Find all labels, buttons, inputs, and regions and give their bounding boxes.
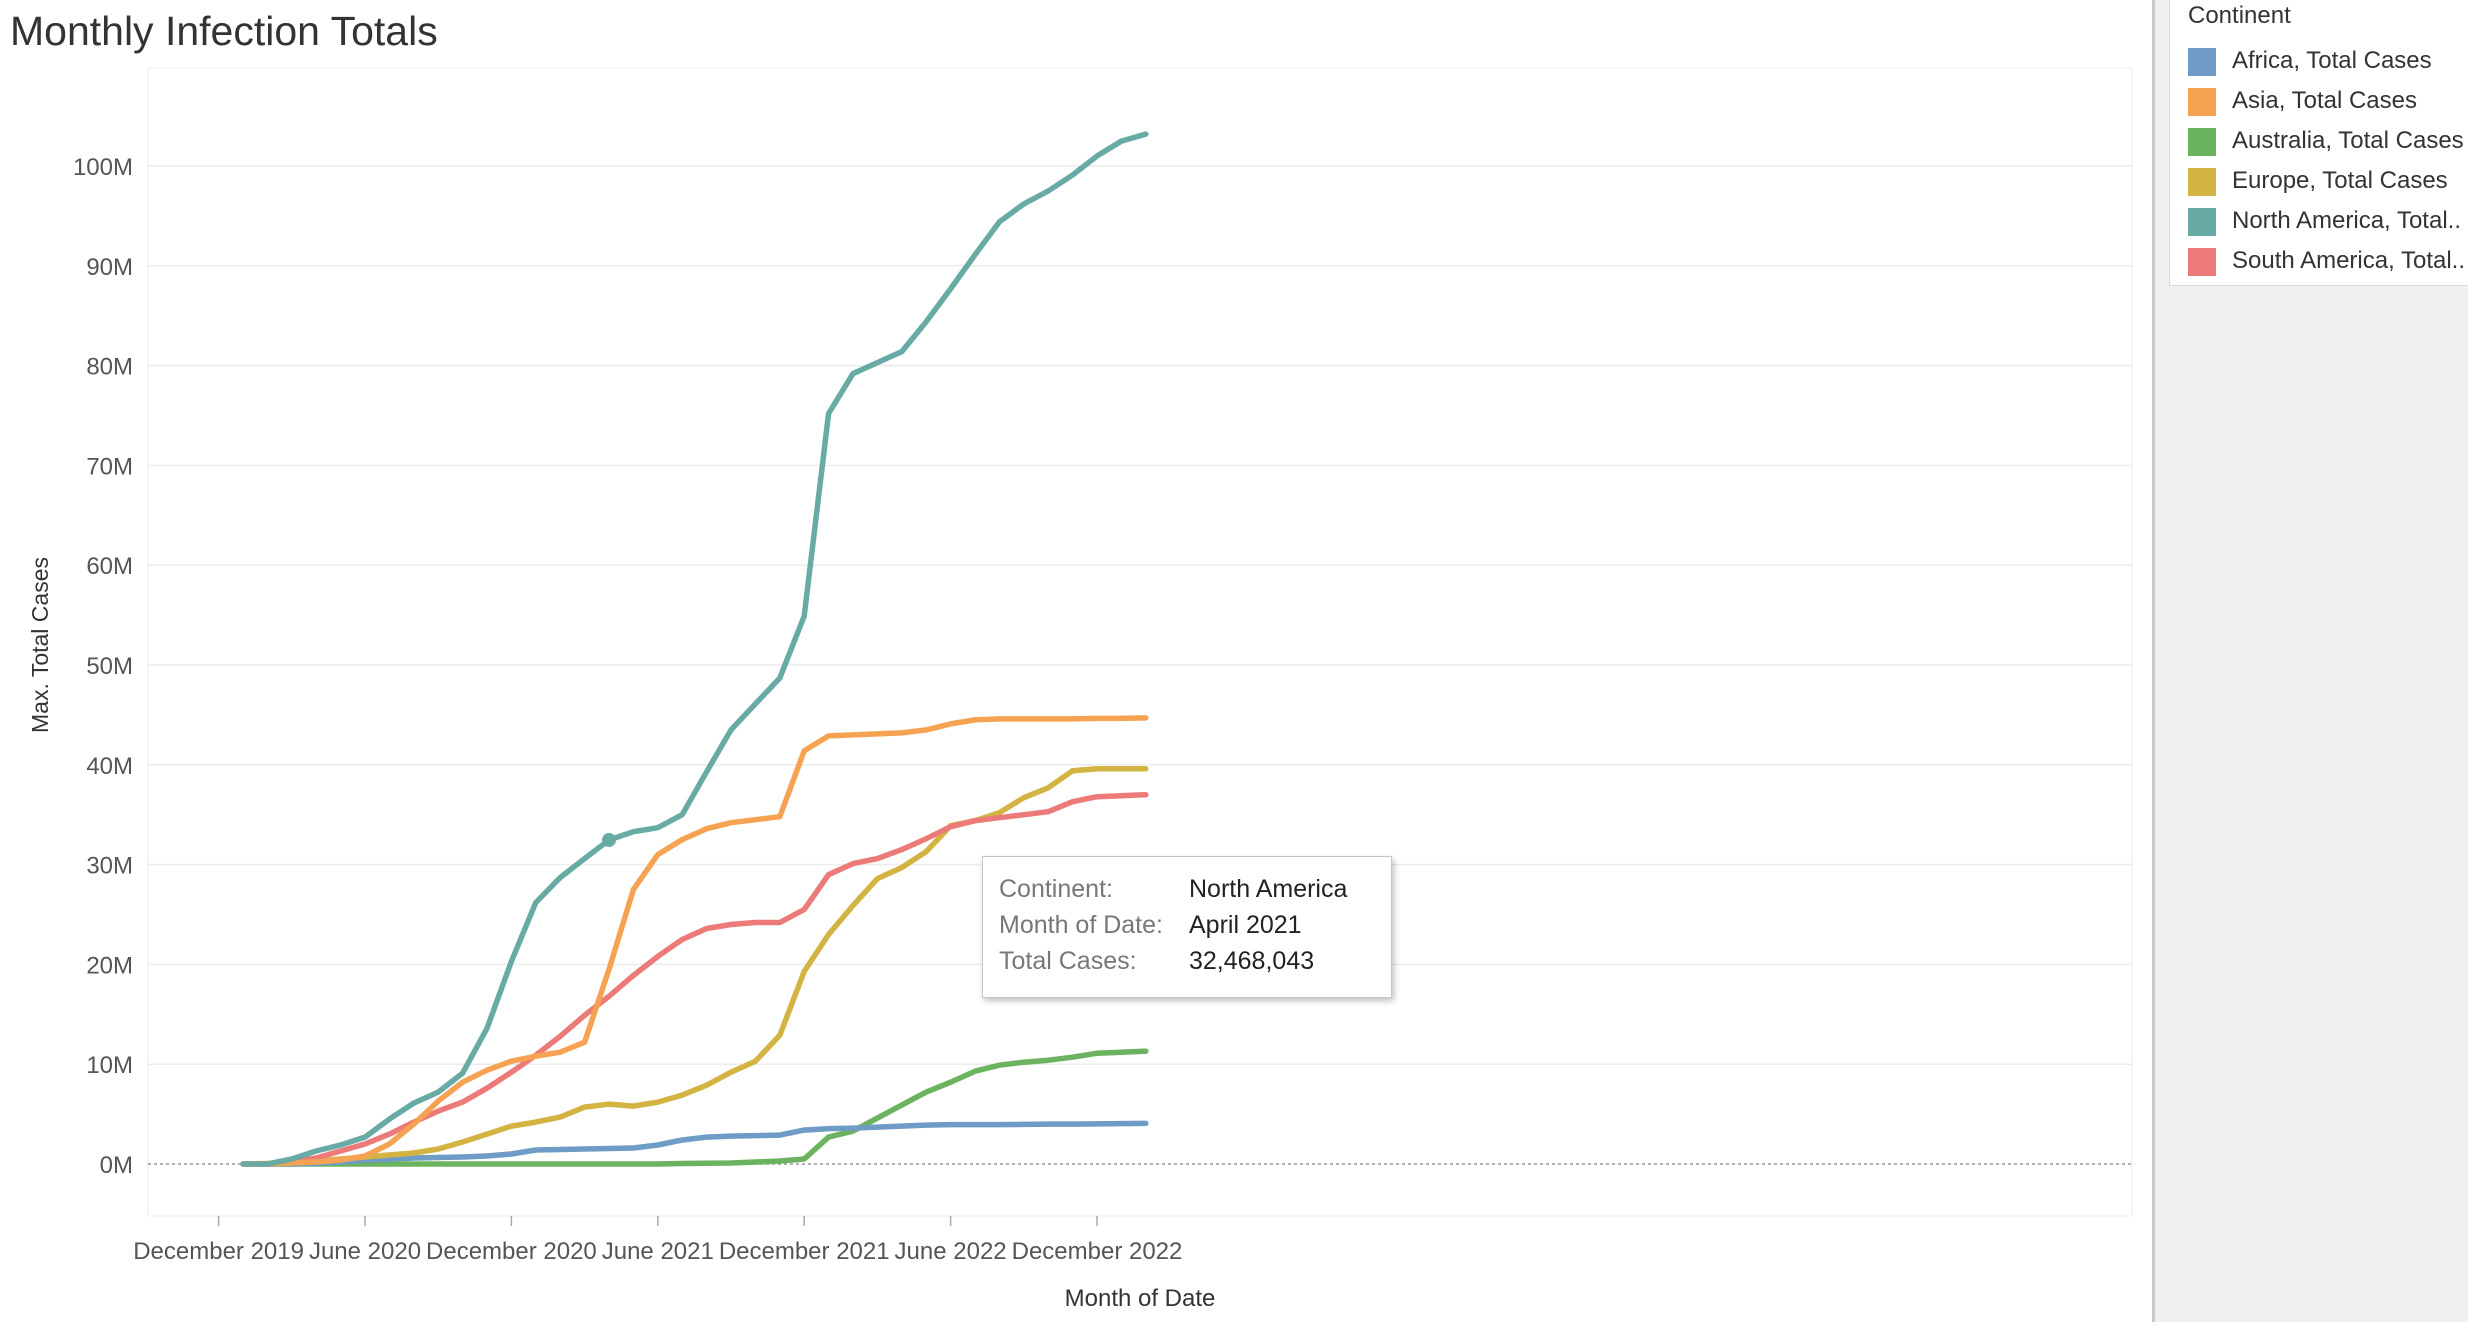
legend-panel: Continent Africa, Total Cases Asia, Tota… — [2152, 0, 2468, 1322]
tooltip-row-continent: Continent: North America — [999, 875, 1347, 904]
legend-label: Europe, Total Cases — [2232, 167, 2448, 194]
legend-label: North America, Total.. — [2232, 207, 2461, 234]
tooltip-key: Continent: — [999, 875, 1113, 903]
x-tick-label: June 2020 — [309, 1238, 421, 1265]
legend-label: Australia, Total Cases — [2232, 127, 2464, 154]
y-tick-label: 60M — [86, 553, 133, 580]
line-chart[interactable]: 0M 10M 20M 30M 40M 50M 60M 70M 80M 90M 100M Decembe… — [0, 0, 2140, 1322]
y-tick-label: 0M — [100, 1152, 133, 1179]
tooltip-key: Month of Date: — [999, 911, 1163, 939]
legend-item-asia[interactable]: Asia, Total Cases — [2188, 84, 2468, 120]
legend-label: Asia, Total Cases — [2232, 87, 2417, 114]
y-tick-label: 20M — [86, 952, 133, 979]
series-line-europe[interactable] — [240, 766, 1149, 1167]
y-tick-label: 100M — [73, 154, 133, 181]
y-tick-label: 80M — [86, 354, 133, 381]
plot-area — [147, 67, 2133, 1217]
legend-item-australia[interactable]: Australia, Total Cases — [2188, 124, 2468, 160]
legend-item-south-america[interactable]: South America, Total.. — [2188, 244, 2468, 280]
series-line-north-america[interactable] — [240, 131, 1149, 1167]
legend-swatch — [2188, 48, 2216, 76]
tooltip-value: 32,468,043 — [1189, 947, 1315, 975]
series-line-south-america[interactable] — [240, 791, 1149, 1167]
legend-swatch — [2188, 208, 2216, 236]
series-line-australia[interactable] — [240, 1048, 1149, 1167]
x-axis-label: Month of Date — [1065, 1285, 1216, 1312]
x-tick-label: June 2022 — [895, 1238, 1007, 1265]
legend-swatch — [2188, 248, 2216, 276]
y-tick-label: 40M — [86, 753, 133, 780]
tooltip-value: April 2021 — [1189, 911, 1302, 939]
tooltip-value: North America — [1189, 875, 1348, 903]
y-tick-label: 30M — [86, 853, 133, 880]
y-axis-label: Max. Total Cases — [27, 557, 53, 733]
x-tick-label: December 2019 — [133, 1238, 304, 1265]
y-tick-label: 10M — [86, 1052, 133, 1079]
highlighted-point[interactable] — [602, 832, 616, 847]
legend-swatch — [2188, 88, 2216, 116]
x-tick-label: December 2020 — [426, 1238, 597, 1265]
x-tick-label: December 2022 — [1012, 1238, 1183, 1265]
tooltip: Continent: North America Month of Date: Ap… — [982, 856, 1392, 998]
legend-swatch — [2188, 168, 2216, 196]
legend-title: Continent — [2188, 2, 2291, 29]
legend-label: Africa, Total Cases — [2232, 47, 2432, 74]
legend-swatch — [2188, 128, 2216, 156]
tooltip-row-total-cases: Total Cases: 32,468,043 — [999, 947, 1314, 976]
legend-item-north-america[interactable]: North America, Total.. — [2188, 204, 2468, 240]
y-tick-label: 50M — [86, 653, 133, 680]
y-tick-label: 90M — [86, 254, 133, 281]
y-tick-label: 70M — [86, 453, 133, 480]
legend-label: South America, Total.. — [2232, 247, 2466, 274]
tooltip-key: Total Cases: — [999, 947, 1137, 975]
chart-title: Monthly Infection Totals — [10, 8, 438, 54]
series-line-asia[interactable] — [240, 715, 1149, 1167]
series-line-africa[interactable] — [240, 1120, 1149, 1167]
tooltip-row-month: Month of Date: April 2021 — [999, 911, 1302, 940]
legend: Continent Africa, Total Cases Asia, Tota… — [2169, 0, 2468, 286]
x-tick-label: December 2021 — [719, 1238, 890, 1265]
x-tick-label: June 2021 — [602, 1238, 714, 1265]
legend-item-africa[interactable]: Africa, Total Cases — [2188, 44, 2468, 80]
legend-item-europe[interactable]: Europe, Total Cases — [2188, 164, 2468, 200]
